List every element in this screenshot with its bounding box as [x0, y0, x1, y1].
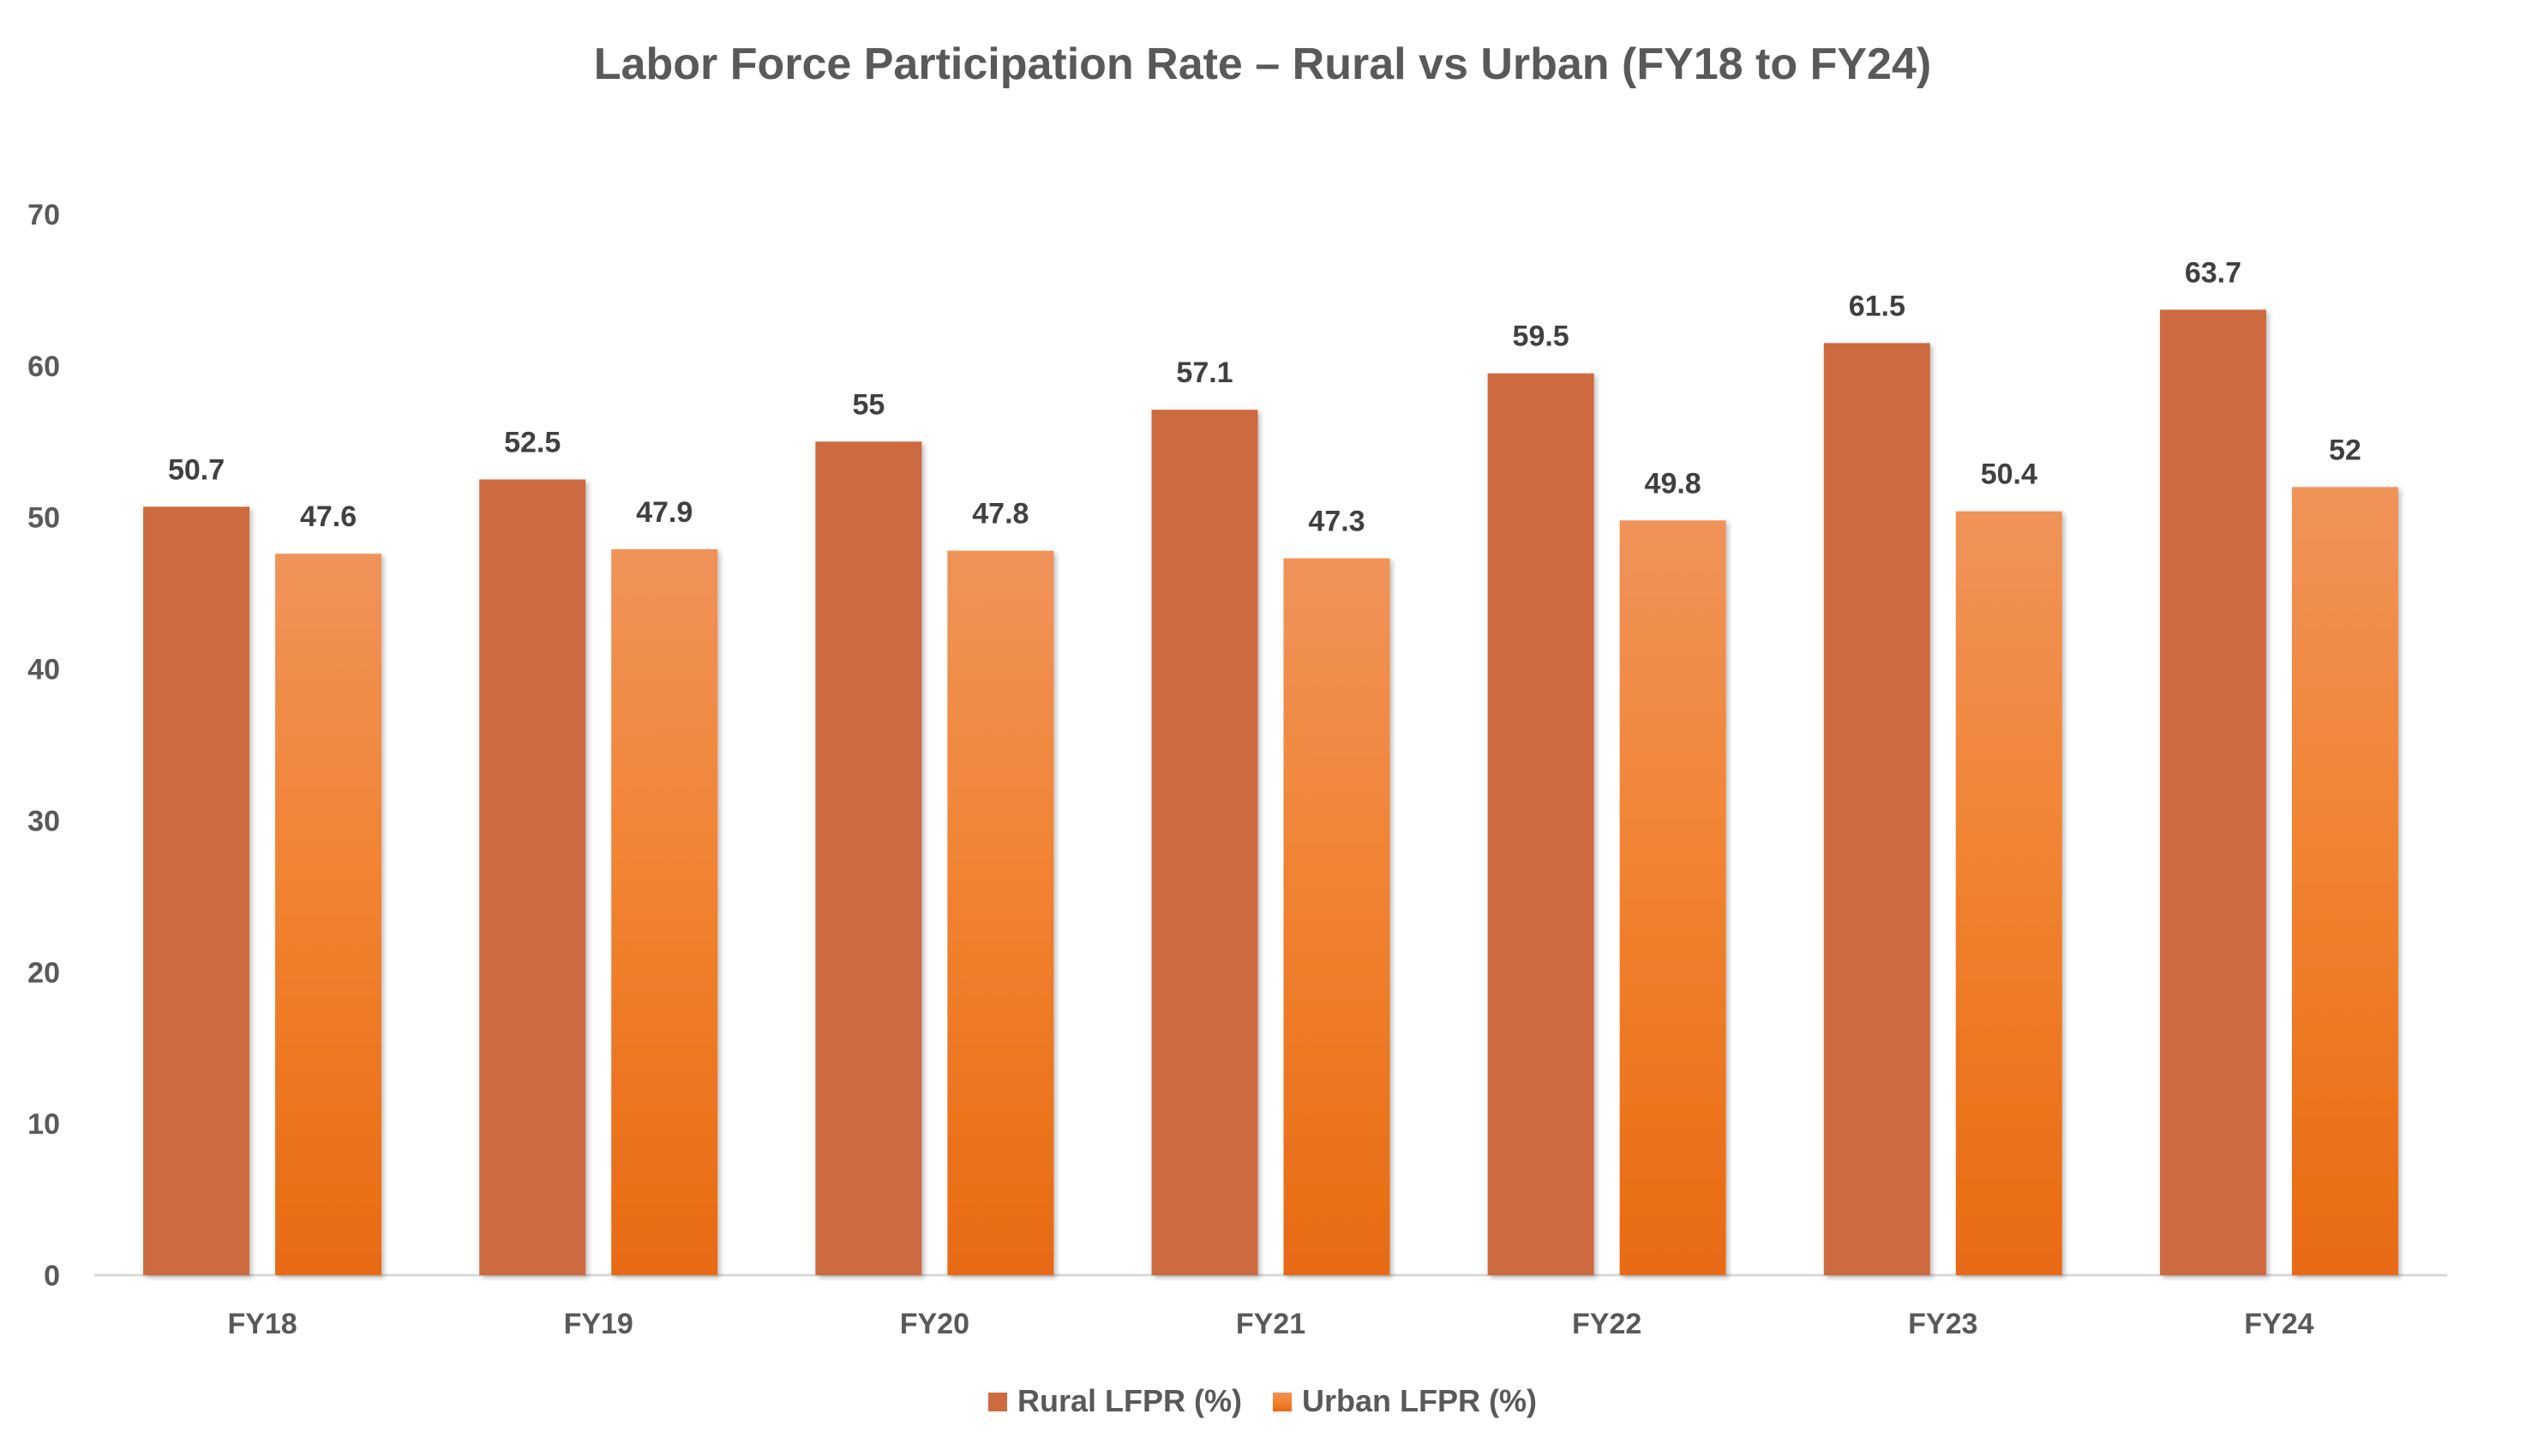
data-label-urban-fy18: 47.6 [300, 500, 357, 533]
x-tick-label: FY23 [1908, 1308, 1977, 1340]
legend-swatch-urban [1273, 1393, 1293, 1411]
bar-rural-fy19 [479, 479, 586, 1275]
data-label-urban-fy24: 52 [2329, 434, 2361, 466]
data-label-rural-fy18: 50.7 [168, 453, 225, 486]
y-tick-label: 30 [27, 805, 60, 837]
y-tick-label: 0 [44, 1260, 60, 1292]
bar-urban-fy23 [1955, 511, 2062, 1275]
y-tick-label: 40 [27, 654, 60, 686]
x-tick-label: FY24 [2244, 1308, 2313, 1340]
x-axis: FY18 FY19 FY20 FY21 FY22 FY23 FY24 [227, 1308, 2313, 1340]
y-tick-label: 50 [27, 502, 60, 535]
x-tick-label: FY22 [1572, 1308, 1641, 1340]
x-tick-label: FY19 [564, 1308, 633, 1340]
legend-label-urban: Urban LFPR (%) [1302, 1383, 1537, 1418]
y-axis: 0 10 20 30 40 50 60 70 [27, 199, 60, 1292]
x-tick-label: FY21 [1236, 1308, 1305, 1340]
bar-rural-fy22 [1487, 373, 1594, 1276]
bar-rural-fy20 [815, 441, 922, 1275]
legend-label-rural: Rural LFPR (%) [1017, 1383, 1242, 1418]
data-label-rural-fy24: 63.7 [2185, 256, 2241, 289]
bar-urban-fy22 [1619, 520, 1726, 1275]
x-tick-label: FY20 [900, 1308, 969, 1340]
bar-urban-fy18 [275, 554, 382, 1275]
data-label-urban-fy19: 47.9 [636, 496, 693, 529]
data-label-urban-fy20: 47.8 [972, 498, 1029, 530]
y-tick-label: 70 [27, 199, 60, 231]
bar-urban-fy21 [1283, 558, 1390, 1275]
legend-swatch-rural [987, 1393, 1007, 1411]
bar-rural-fy23 [1823, 343, 1930, 1275]
data-label-urban-fy23: 50.4 [1981, 458, 2037, 491]
bars-group: 50.7 47.6 52.5 47.9 55 47.8 57.1 47.3 59.5 49.8 61… [143, 256, 2398, 1276]
chart-title: Labor Force Participation Rate – Rural v… [594, 39, 1931, 89]
data-label-rural-fy19: 52.5 [504, 427, 561, 459]
bar-rural-fy21 [1151, 410, 1258, 1275]
bar-rural-fy24 [2159, 309, 2266, 1275]
bar-urban-fy19 [611, 548, 718, 1275]
bar-urban-fy24 [2291, 487, 2398, 1275]
bar-rural-fy18 [143, 506, 250, 1275]
data-label-urban-fy21: 47.3 [1308, 505, 1365, 537]
data-label-rural-fy21: 57.1 [1176, 357, 1233, 389]
data-label-rural-fy20: 55 [852, 388, 885, 421]
x-tick-label: FY18 [227, 1308, 297, 1340]
y-tick-label: 10 [27, 1108, 60, 1141]
bar-urban-fy20 [947, 550, 1054, 1275]
data-label-rural-fy22: 59.5 [1513, 321, 1569, 353]
data-label-urban-fy22: 49.8 [1645, 467, 1701, 500]
data-label-rural-fy23: 61.5 [1849, 290, 1905, 322]
y-tick-label: 20 [27, 956, 60, 989]
legend: Rural LFPR (%) Urban LFPR (%) [987, 1383, 1537, 1418]
y-tick-label: 60 [27, 351, 60, 383]
